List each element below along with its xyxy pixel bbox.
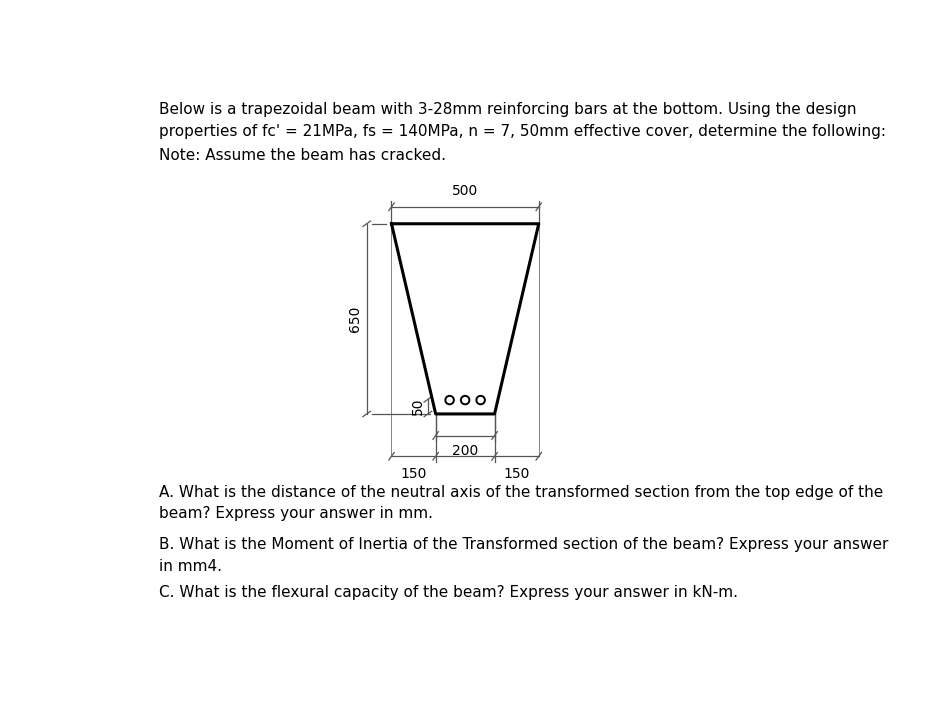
- Text: B. What is the Moment of Inertia of the Transformed section of the beam? Express: B. What is the Moment of Inertia of the …: [159, 537, 888, 574]
- Text: 500: 500: [452, 184, 479, 198]
- Text: 650: 650: [348, 306, 362, 332]
- Text: A. What is the distance of the neutral axis of the transformed section from the : A. What is the distance of the neutral a…: [159, 485, 884, 521]
- Text: 150: 150: [400, 467, 426, 481]
- Text: Note: Assume the beam has cracked.: Note: Assume the beam has cracked.: [159, 147, 446, 163]
- Text: 200: 200: [452, 444, 479, 458]
- Text: C. What is the flexural capacity of the beam? Express your answer in kN-m.: C. What is the flexural capacity of the …: [159, 585, 738, 600]
- Text: Below is a trapezoidal beam with 3-28mm reinforcing bars at the bottom. Using th: Below is a trapezoidal beam with 3-28mm …: [159, 102, 886, 139]
- Text: 150: 150: [504, 467, 530, 481]
- Text: 50: 50: [411, 398, 425, 415]
